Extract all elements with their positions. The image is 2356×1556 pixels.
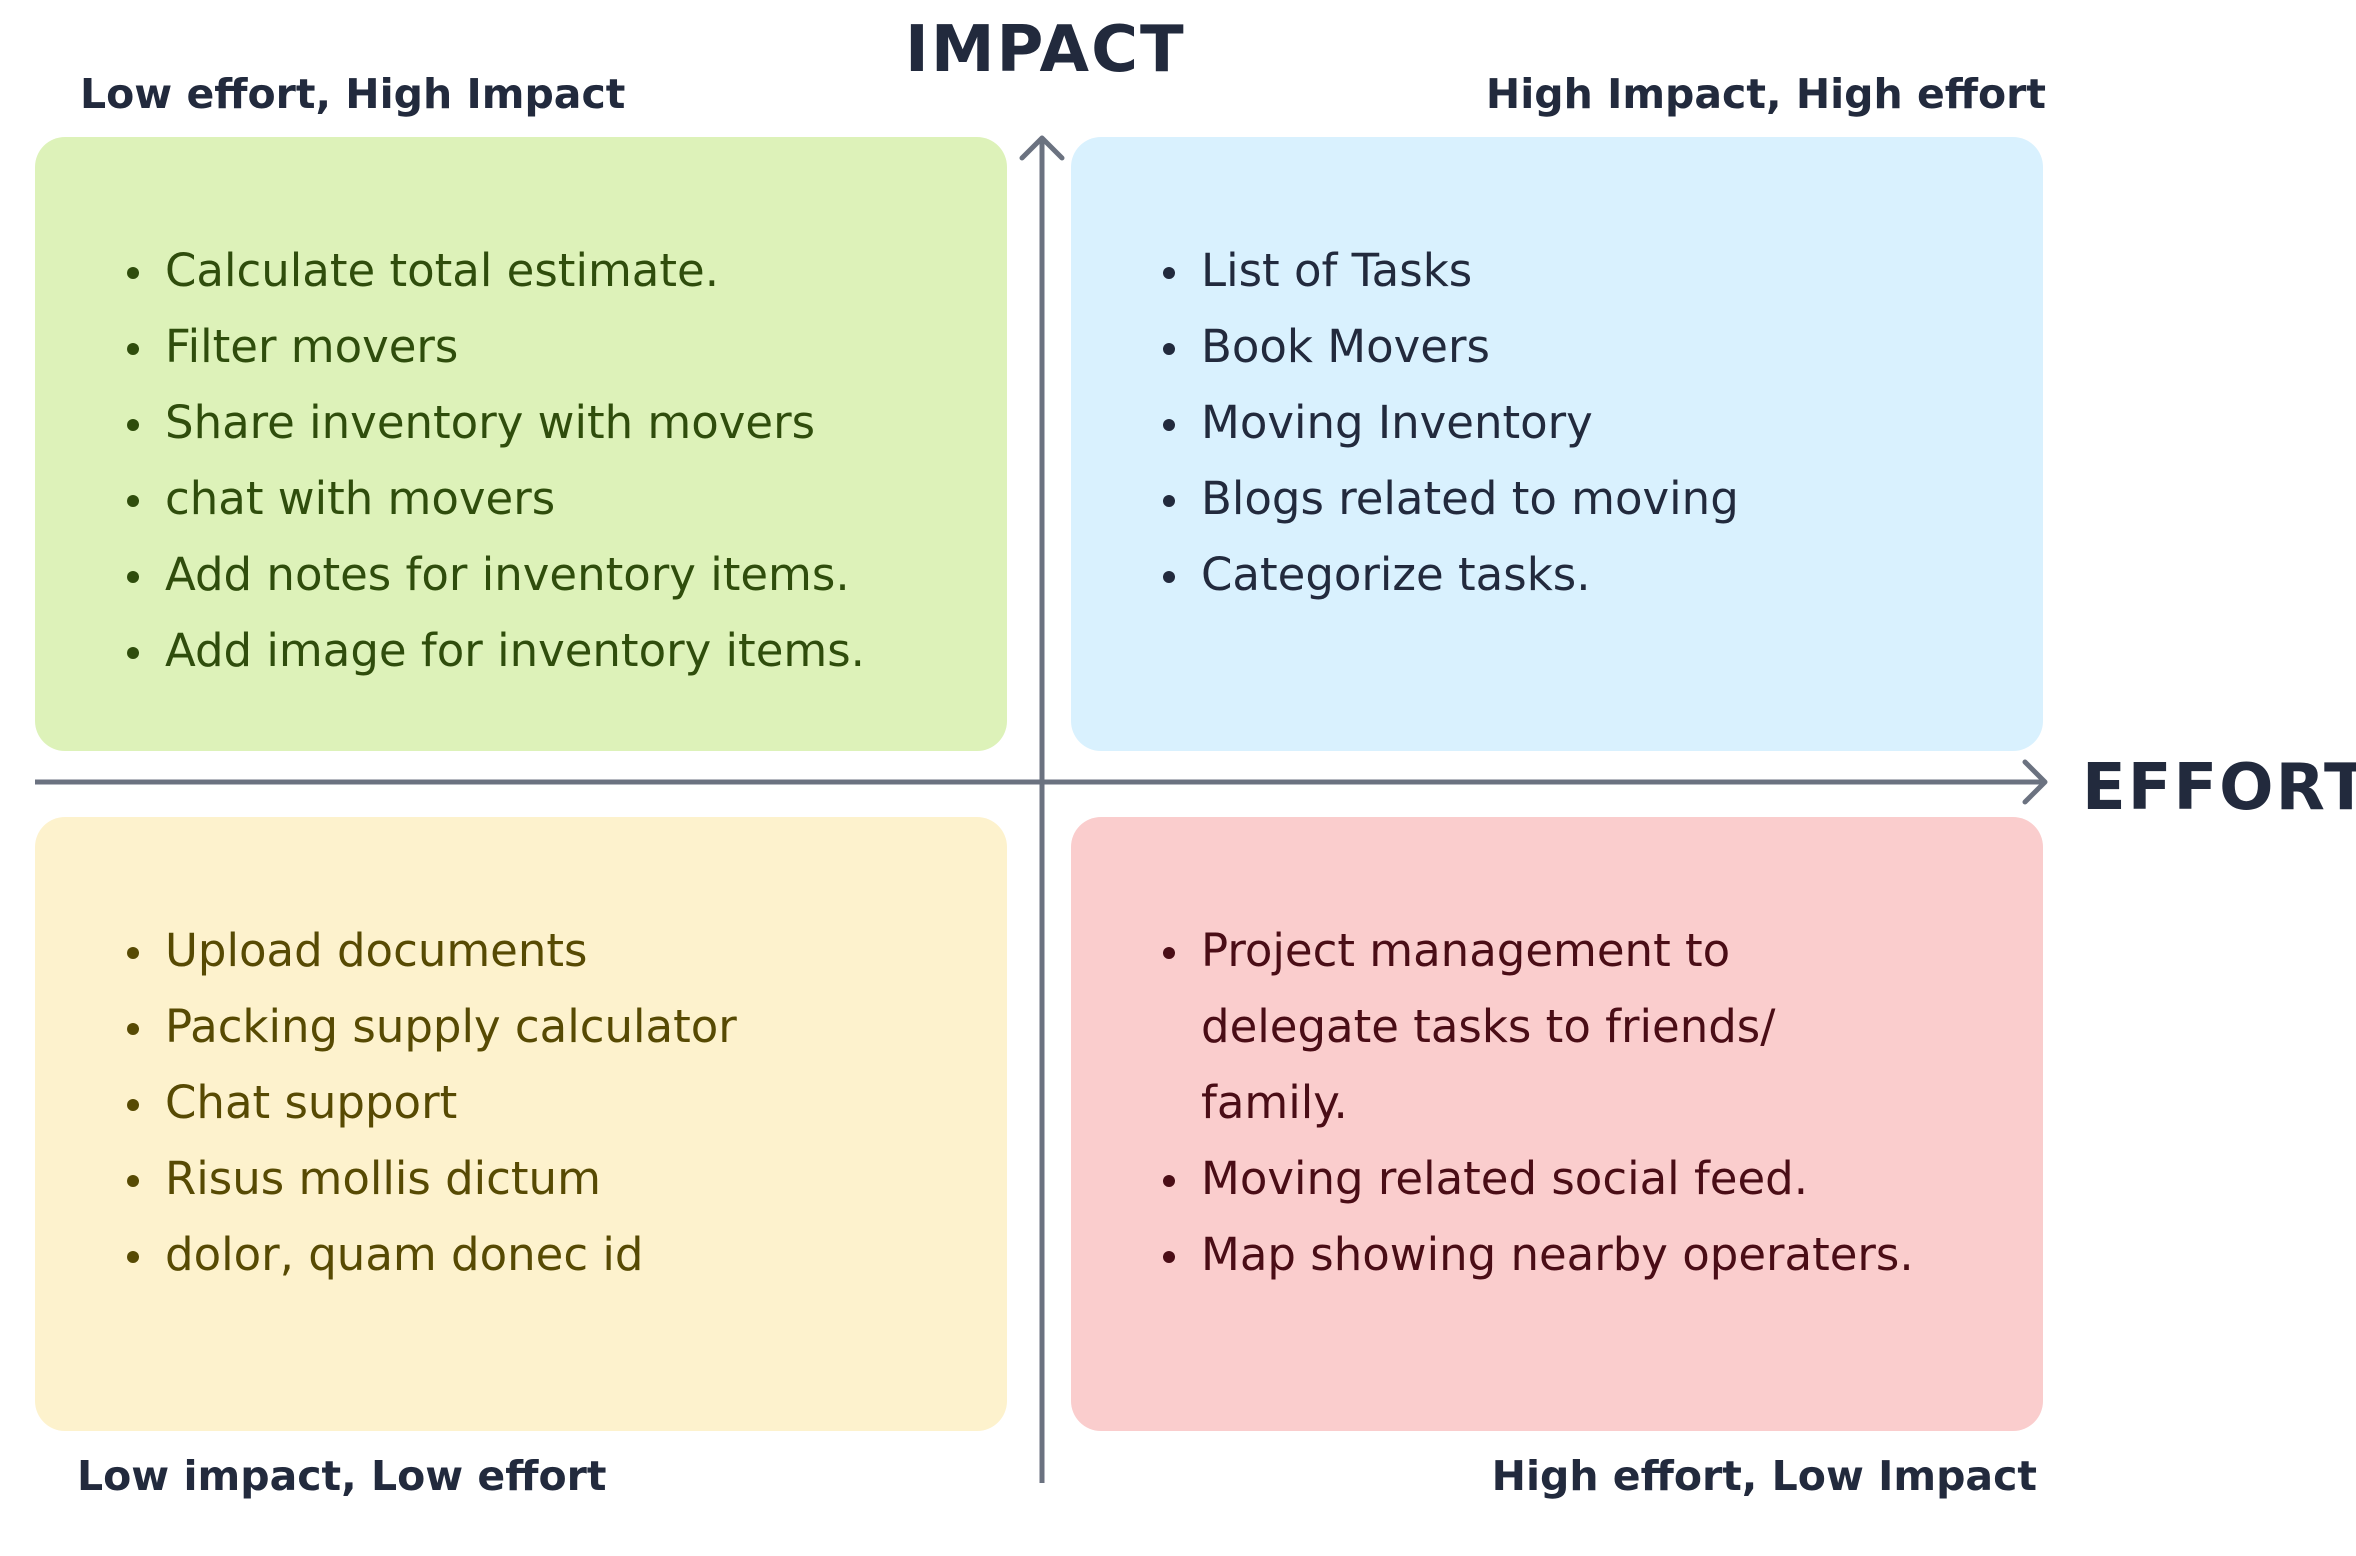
list-item: Categorize tasks. (1163, 537, 2023, 613)
quadrant-item-list: List of Tasks Book Movers Moving Invento… (1163, 233, 2023, 613)
list-item: dolor, quam donec id (127, 1217, 987, 1293)
quadrant-low-impact-low-effort: Upload documents Packing supply calculat… (35, 817, 1007, 1431)
list-item: Upload documents (127, 913, 987, 989)
list-item: chat with movers (127, 461, 987, 537)
impact-axis-arrow-icon (1019, 135, 1065, 161)
quadrant-item-list: Upload documents Packing supply calculat… (127, 913, 987, 1293)
quadrant-high-effort-low-impact: Project management to delegate tasks to … (1071, 817, 2043, 1431)
quadrant-low-effort-high-impact: Calculate total estimate. Filter movers … (35, 137, 1007, 751)
list-item: Moving Inventory (1163, 385, 2023, 461)
effort-axis-arrow-icon (2022, 759, 2048, 805)
impact-axis-title: IMPACT (905, 13, 1186, 87)
list-item: Share inventory with movers (127, 385, 987, 461)
list-item: Map showing nearby operaters. (1163, 1217, 1923, 1293)
list-item: Add notes for inventory items. (127, 537, 987, 613)
list-item: Blogs related to moving (1163, 461, 2023, 537)
list-item: List of Tasks (1163, 233, 2023, 309)
list-item: Filter movers (127, 309, 987, 385)
list-item: Book Movers (1163, 309, 2023, 385)
list-item: Add image for inventory items. (127, 613, 987, 689)
effort-axis-title: EFFORT (2082, 751, 2356, 825)
quadrant-high-impact-high-effort: List of Tasks Book Movers Moving Invento… (1071, 137, 2043, 751)
corner-label-low-effort-high-impact: Low effort, High Impact (80, 70, 626, 118)
list-item: Moving related social feed. (1163, 1141, 1923, 1217)
list-item: Risus mollis dictum (127, 1141, 987, 1217)
list-item: Project management to delegate tasks to … (1163, 913, 1923, 1141)
list-item: Packing supply calculator (127, 989, 987, 1065)
list-item: Chat support (127, 1065, 987, 1141)
quadrant-item-list: Calculate total estimate. Filter movers … (127, 233, 987, 689)
list-item: Calculate total estimate. (127, 233, 987, 309)
corner-label-low-impact-low-effort: Low impact, Low effort (77, 1452, 607, 1500)
quadrant-item-list: Project management to delegate tasks to … (1163, 913, 1923, 1293)
corner-label-high-impact-high-effort: High Impact, High effort (1485, 70, 2046, 118)
corner-label-high-effort-low-impact: High effort, Low Impact (1491, 1452, 2037, 1500)
